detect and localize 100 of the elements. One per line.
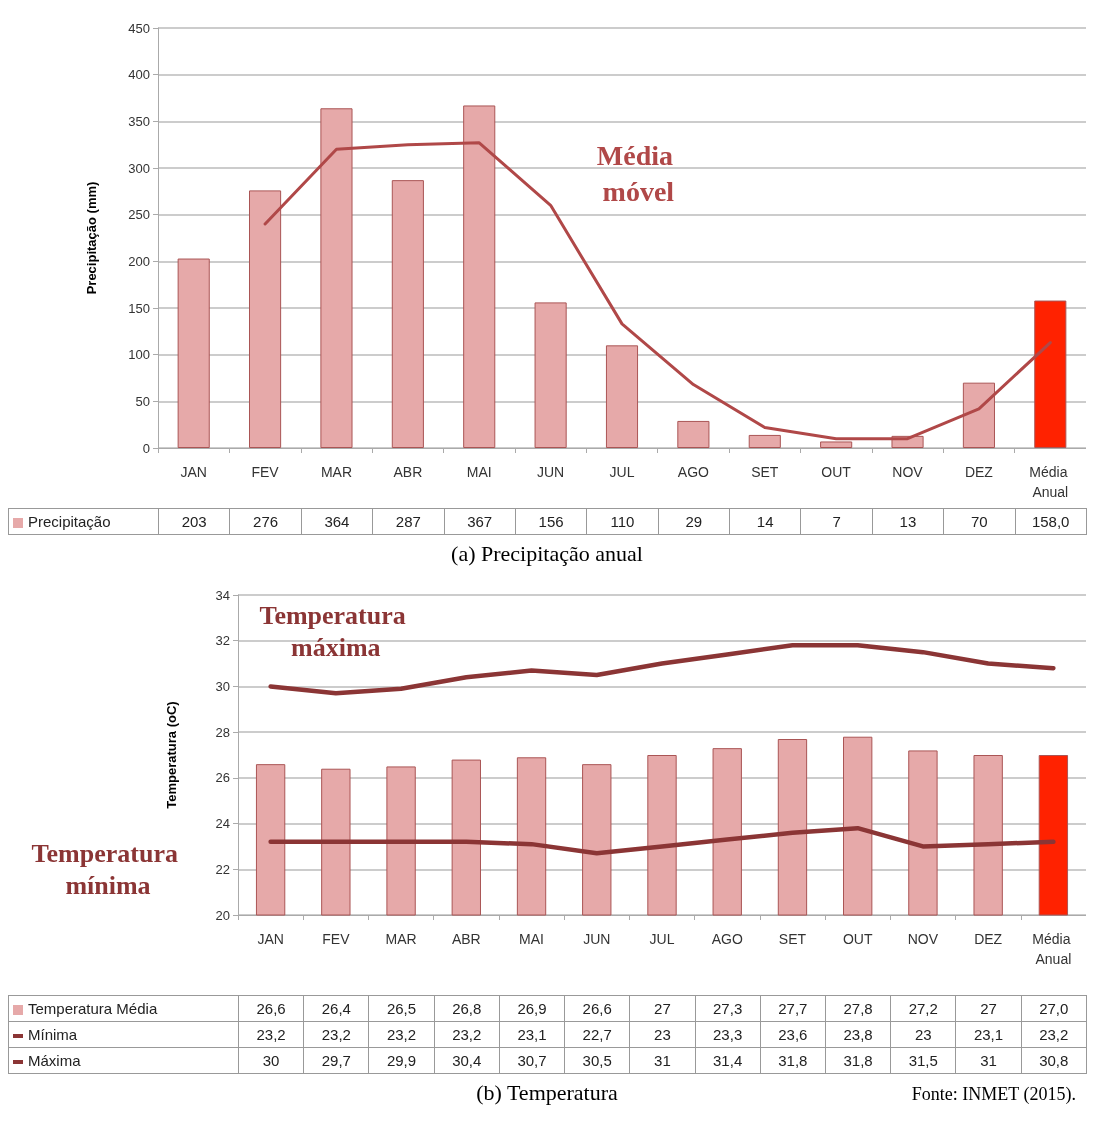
x-tick-label: OUT (821, 464, 852, 480)
x-tick-label: ABR (393, 464, 423, 480)
data-label: 23,2 (434, 1021, 500, 1048)
data-label: 30,8 (1021, 1047, 1087, 1074)
x-tick-label: DEZ (974, 931, 1003, 947)
y-tick-label: 34 (215, 587, 230, 603)
x-tick-label: MAI (519, 931, 544, 947)
data-label: 31 (955, 1047, 1022, 1074)
x-tick-label: AGO (711, 931, 743, 947)
x-tick-label: JUL (609, 464, 635, 480)
y-tick-label: 50 (135, 393, 150, 409)
data-label: 23,1 (499, 1021, 565, 1048)
y-tick-label: 350 (128, 113, 150, 129)
data-label: 31,4 (695, 1047, 761, 1074)
data-label: 158,0 (1015, 508, 1087, 535)
y-axis-title: Precipitação (mm) (84, 181, 99, 295)
y-tick-label: 200 (128, 253, 150, 269)
x-tick-label: JAN (180, 464, 207, 480)
data-label: 287 (372, 508, 444, 535)
x-tick-label: DEZ (964, 464, 994, 480)
bar (463, 105, 496, 448)
data-label: 23,2 (238, 1021, 304, 1048)
y-tick-label: 30 (215, 678, 230, 694)
data-label: 29,7 (303, 1047, 369, 1074)
legend-label: Máxima (8, 1047, 239, 1074)
bar (534, 302, 567, 448)
data-label: 23,2 (1021, 1021, 1087, 1048)
x-tick-label: JAN (257, 931, 284, 947)
line-series (268, 825, 1056, 856)
x-tick-label: MAR (320, 464, 353, 480)
data-label: 7 (800, 508, 873, 535)
y-tick-label: 100 (128, 347, 150, 363)
x-tick-label: SET (751, 464, 779, 480)
bar (962, 382, 995, 448)
x-tick-label: Média Anual (1029, 464, 1072, 500)
data-label: 14 (729, 508, 801, 535)
data-label: 26,9 (499, 995, 565, 1022)
y-tick-label: 24 (215, 816, 230, 832)
bar (820, 441, 853, 448)
text: (b) Temperatura (476, 1080, 618, 1105)
x-tick-label: Média Anual (1032, 931, 1075, 967)
x-tick-label: NOV (907, 931, 939, 947)
data-label: 27 (955, 995, 1022, 1022)
bar (748, 434, 781, 448)
data-label: 29,9 (368, 1047, 435, 1074)
y-tick-label: 32 (215, 633, 230, 649)
legend-label: Temperatura Média (8, 995, 239, 1022)
data-label: 27,3 (695, 995, 761, 1022)
data-label: 30,4 (434, 1047, 500, 1074)
data-label: 156 (515, 508, 587, 535)
x-tick-label: JUL (649, 931, 675, 947)
source-note: Fonte: INMET (2015). (911, 1084, 1076, 1105)
y-tick-label: 20 (215, 907, 230, 923)
y-tick-label: 450 (128, 20, 150, 36)
line-series (263, 141, 1052, 441)
x-tick-label: SET (778, 931, 807, 947)
bar (1034, 300, 1067, 448)
x-tick-label: ABR (451, 931, 481, 947)
x-tick-label: AGO (677, 464, 710, 480)
data-label: 23,2 (368, 1021, 435, 1048)
x-tick-label: FEV (322, 931, 351, 947)
data-label: 110 (586, 508, 659, 535)
data-label: 29 (658, 508, 730, 535)
data-label: 27,0 (1021, 995, 1087, 1022)
data-label: 23 (629, 1021, 696, 1048)
bar (320, 108, 353, 448)
data-label: 26,6 (564, 995, 630, 1022)
y-tick-label: 400 (128, 67, 150, 83)
data-label: 27 (629, 995, 696, 1022)
data-label: 22,7 (564, 1021, 630, 1048)
x-tick-label: OUT (842, 931, 873, 947)
data-label: 26,6 (238, 995, 304, 1022)
data-label: 70 (943, 508, 1015, 535)
annotation: Temperatura máxima (259, 601, 413, 663)
bar (391, 180, 424, 448)
bar (605, 345, 639, 448)
data-label: 31,5 (890, 1047, 956, 1074)
y-tick-label: 250 (128, 207, 150, 223)
data-label: 23,8 (825, 1021, 891, 1048)
data-label: 23 (890, 1021, 956, 1048)
data-label: 30,5 (564, 1047, 630, 1074)
data-label: 23,1 (955, 1021, 1022, 1048)
y-tick-label: 150 (128, 300, 150, 316)
x-tick-label: MAR (385, 931, 417, 947)
data-label: 23,3 (695, 1021, 761, 1048)
series-label: Média móvel (596, 139, 680, 207)
data-label: 23,6 (760, 1021, 826, 1048)
legend-label: Mínima (8, 1021, 239, 1048)
y-tick-label: 26 (215, 770, 230, 786)
data-label: 276 (229, 508, 302, 535)
data-label: 203 (158, 508, 230, 535)
data-label: 26,8 (434, 995, 500, 1022)
x-tick-label: NOV (892, 464, 924, 480)
y-tick-label: 22 (215, 861, 230, 877)
x-tick-label: JUN (537, 464, 565, 480)
y-tick-label: 0 (142, 440, 150, 456)
bar (177, 258, 210, 448)
y-tick-label: 300 (128, 160, 150, 176)
data-label: 31,8 (760, 1047, 826, 1074)
data-label: 30,7 (499, 1047, 565, 1074)
